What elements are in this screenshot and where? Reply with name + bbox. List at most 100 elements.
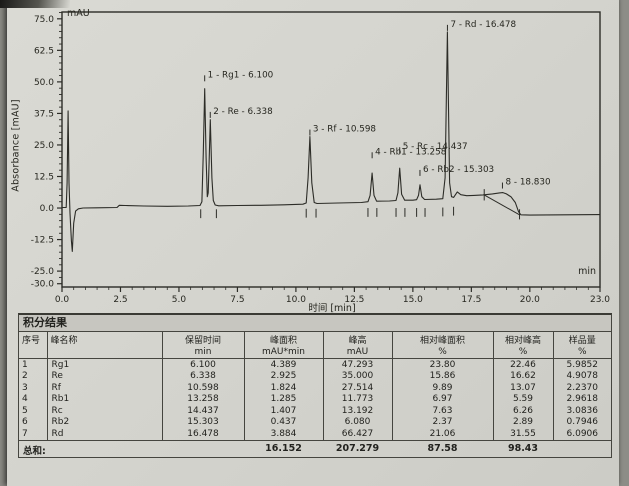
table-cell: Rd — [46, 428, 162, 440]
col-label: 相对峰面积 — [419, 336, 465, 346]
table-cell: 2.2370 — [552, 382, 611, 394]
table-cell: 13.07 — [492, 382, 553, 394]
col-label: 峰高 — [348, 336, 367, 346]
table-cell: Re — [46, 370, 162, 382]
table-cell: Rc — [46, 405, 162, 417]
table-row: 2 Re 6.338 2.925 35.000 15.86 16.62 4.9078 — [19, 370, 611, 382]
x-tick-label: 10.0 — [286, 295, 306, 305]
col-label: 峰面积 — [269, 336, 297, 346]
table-cell: 3.884 — [243, 428, 323, 440]
table-cell: 4.389 — [243, 358, 323, 371]
x-tick-label: 23.0 — [590, 295, 610, 305]
x-unit-label: min — [578, 266, 596, 277]
col-unit: % — [438, 347, 447, 357]
table-cell: 23.80 — [391, 358, 493, 371]
x-tick-label: 20.0 — [520, 295, 540, 305]
peak-label-3: 3 - Rf - 10.598 — [313, 125, 376, 135]
table-cell: 5.59 — [492, 393, 553, 405]
table-cell: 22.46 — [492, 358, 553, 371]
table-cell: 16.478 — [161, 428, 244, 440]
sum-relative-area: 87.58 — [427, 442, 458, 454]
y-axis-title: Absorbance [mAU] — [10, 99, 22, 192]
y-tick-label: -25.0 — [31, 267, 55, 277]
table-cell: 21.06 — [391, 428, 493, 440]
table-cell: 1.285 — [243, 393, 323, 405]
table-row: 5 Rc 14.437 1.407 13.192 7.63 6.26 3.0836 — [19, 405, 611, 417]
integration-baseline — [483, 194, 520, 216]
table-cell: Rf — [46, 382, 162, 394]
x-tick-label: 7.5 — [230, 295, 244, 305]
y-tick-label: -30.0 — [31, 280, 55, 290]
col-header-index: 序号 — [19, 332, 47, 359]
integration-results-table: 序号 峰名称 保留时间 min 峰面积 mAU*min 峰高 mAU 相对峰面积% 相… — [19, 332, 611, 440]
table-cell: 2.89 — [492, 416, 553, 428]
y-tick-label: 0.0 — [40, 204, 55, 214]
table-cell: 1.407 — [243, 405, 323, 417]
photo-corner-shadow — [0, 0, 70, 8]
table-cell: 0.437 — [243, 416, 323, 428]
table-cell: 2.37 — [391, 416, 493, 428]
table-header: 序号 峰名称 保留时间 min 峰面积 mAU*min 峰高 mAU 相对峰面积% 相… — [19, 332, 611, 359]
sum-relative-height: 98.43 — [507, 442, 539, 454]
table-cell: 3 — [22, 382, 28, 393]
table-cell: 6.97 — [391, 393, 493, 405]
sum-label: 总和: — [23, 445, 46, 457]
y-tick-label: 12.5 — [34, 172, 54, 182]
peak-label-2: 2 - Re - 6.338 — [213, 107, 272, 117]
y-tick-label: 75.0 — [34, 15, 54, 25]
table-cell: 13.258 — [161, 393, 244, 405]
table-cell: 15.303 — [161, 416, 244, 428]
table-cell: 11.773 — [322, 393, 392, 405]
table-cell: 14.437 — [161, 405, 244, 417]
table-cell: 6 — [22, 417, 28, 428]
table-row: 4 Rb1 13.258 1.285 11.773 6.97 5.59 2.9618 — [19, 393, 611, 405]
table-cell: 4 — [22, 394, 28, 405]
integration-results-section: 积分结果 序号 峰名称 保留时间 min 峰面积 mAU*min 峰高 mAU 相对峰… — [18, 313, 612, 458]
table-cell: 6.100 — [161, 358, 244, 371]
col-unit: % — [518, 347, 528, 357]
table-cell: 6.0906 — [552, 428, 611, 440]
table-cell: 3.0836 — [552, 405, 611, 417]
table-cell: 2.9618 — [552, 393, 611, 405]
y-tick-label: 25.0 — [34, 141, 54, 151]
col-label: 保留时间 — [184, 336, 221, 346]
y-tick-label: 62.5 — [34, 46, 54, 56]
table-cell: Rg1 — [46, 358, 162, 371]
table-row: 6 Rb2 15.303 0.437 6.080 2.37 2.89 0.7946 — [19, 416, 611, 428]
table-cell: 47.293 — [322, 358, 392, 371]
table-cell: 1.824 — [243, 382, 323, 394]
table-row: 1 Rg1 6.100 4.389 47.293 23.80 22.46 5.9852 — [19, 358, 611, 371]
y-tick-label: 50.0 — [34, 78, 54, 88]
table-title: 积分结果 — [19, 315, 611, 332]
x-tick-label: 12.5 — [344, 295, 364, 305]
x-axis-title: 时间 [min] — [308, 303, 356, 314]
col-unit: mAU — [346, 347, 369, 357]
col-label: 峰名称 — [50, 336, 78, 346]
table-cell: 6.080 — [322, 416, 392, 428]
table-cell: 5.9852 — [552, 358, 611, 371]
x-tick-label: 15.0 — [403, 295, 423, 305]
table-cell: 2.925 — [243, 370, 323, 382]
table-cell: 31.55 — [492, 428, 553, 440]
x-tick-label: 2.5 — [113, 295, 127, 305]
col-label: 样品量 — [568, 336, 596, 346]
x-tick-label: 0.0 — [55, 295, 70, 305]
table-cell: 15.86 — [391, 370, 493, 382]
table-body: 1 Rg1 6.100 4.389 47.293 23.80 22.46 5.9852 2 Re 6… — [19, 358, 611, 440]
table-cell: 66.427 — [322, 428, 392, 440]
signal-trace — [62, 31, 601, 252]
table-row: 7 Rd 16.478 3.884 66.427 21.06 31.55 6.0906 — [19, 428, 611, 440]
table-cell: 2 — [22, 371, 28, 382]
x-tick-label: 17.5 — [461, 295, 481, 305]
col-header-retention-time: 保留时间 min — [161, 332, 244, 359]
table-cell: 9.89 — [391, 382, 493, 394]
col-header-peak-height: 峰高 mAU — [322, 332, 392, 359]
y-tick-label: 37.5 — [34, 109, 54, 119]
col-header-relative-height: 相对峰高% — [492, 332, 553, 359]
col-unit: min — [194, 347, 212, 357]
table-cell: 35.000 — [322, 370, 392, 382]
y-unit-label: mAU — [67, 8, 90, 19]
table-cell: 4.9078 — [552, 370, 611, 382]
sum-peak-area: 16.152 — [265, 442, 302, 454]
